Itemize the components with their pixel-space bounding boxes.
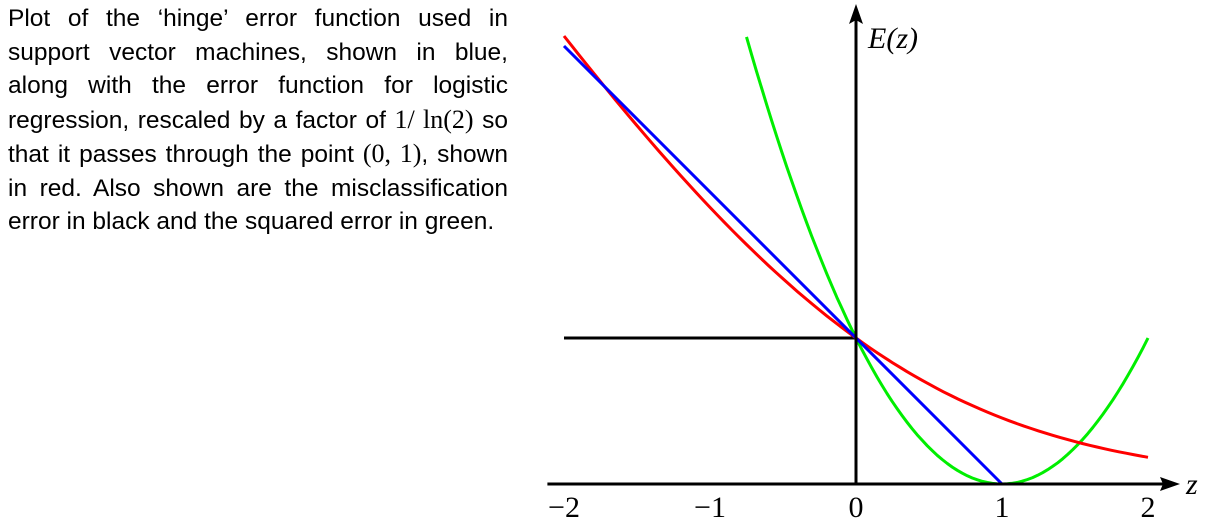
- caption-text-2: so that it passes through the point: [8, 106, 509, 169]
- caption-math-scale-factor: 1/ ln(2): [394, 104, 474, 134]
- axis-layer: [547, 4, 1180, 491]
- caption-text-1: Plot of the ‘hinge’ error function used …: [8, 5, 508, 134]
- x-axis-label: z: [1185, 468, 1198, 501]
- figure-caption: Plot of the ‘hinge’ error function used …: [8, 2, 508, 239]
- x-tick-label: 0: [849, 491, 864, 524]
- x-tick-label: 1: [995, 491, 1010, 524]
- x-tick-labels: −2 −1 0 1 2: [548, 491, 1155, 524]
- x-tick-label: 2: [1141, 491, 1156, 524]
- x-tick-label: −2: [548, 491, 580, 524]
- y-axis-arrowhead: [849, 4, 863, 24]
- caption-text-3: , shown in red. Also shown are the miscl…: [8, 141, 508, 235]
- x-tick-label: −1: [694, 491, 726, 524]
- squared-error-curve: [745, 36, 1150, 486]
- caption-math-point: (0, 1): [362, 139, 422, 168]
- x-axis-arrowhead: [1160, 477, 1180, 491]
- y-axis-label: E(z): [867, 22, 918, 55]
